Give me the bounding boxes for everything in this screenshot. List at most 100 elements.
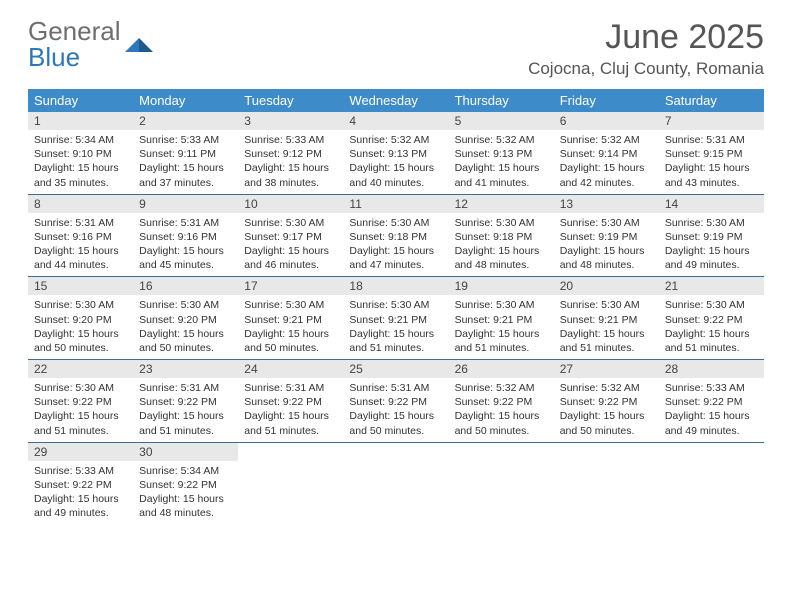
day-number: 11 [343, 195, 448, 213]
calendar-cell: 21Sunrise: 5:30 AMSunset: 9:22 PMDayligh… [659, 277, 764, 360]
day-details: Sunrise: 5:30 AMSunset: 9:18 PMDaylight:… [343, 213, 448, 277]
calendar-cell: 5Sunrise: 5:32 AMSunset: 9:13 PMDaylight… [449, 112, 554, 194]
calendar-cell: 16Sunrise: 5:30 AMSunset: 9:20 PMDayligh… [133, 277, 238, 360]
day-details: Sunrise: 5:31 AMSunset: 9:16 PMDaylight:… [28, 213, 133, 277]
calendar-cell: 8Sunrise: 5:31 AMSunset: 9:16 PMDaylight… [28, 194, 133, 277]
day-number: 13 [554, 195, 659, 213]
day-details: Sunrise: 5:30 AMSunset: 9:19 PMDaylight:… [659, 213, 764, 277]
day-number: 20 [554, 277, 659, 295]
day-number: 23 [133, 360, 238, 378]
calendar-cell: 30Sunrise: 5:34 AMSunset: 9:22 PMDayligh… [133, 442, 238, 524]
calendar-cell: 13Sunrise: 5:30 AMSunset: 9:19 PMDayligh… [554, 194, 659, 277]
weekday-header: Tuesday [238, 89, 343, 112]
day-number: 7 [659, 112, 764, 130]
day-number: 4 [343, 112, 448, 130]
day-number: 25 [343, 360, 448, 378]
day-details: Sunrise: 5:30 AMSunset: 9:22 PMDaylight:… [28, 378, 133, 442]
day-details: Sunrise: 5:31 AMSunset: 9:22 PMDaylight:… [238, 378, 343, 442]
day-number: 24 [238, 360, 343, 378]
day-details: Sunrise: 5:31 AMSunset: 9:22 PMDaylight:… [133, 378, 238, 442]
calendar-row: 22Sunrise: 5:30 AMSunset: 9:22 PMDayligh… [28, 360, 764, 443]
calendar-cell: 22Sunrise: 5:30 AMSunset: 9:22 PMDayligh… [28, 360, 133, 443]
calendar-cell: 1Sunrise: 5:34 AMSunset: 9:10 PMDaylight… [28, 112, 133, 194]
calendar-row: 15Sunrise: 5:30 AMSunset: 9:20 PMDayligh… [28, 277, 764, 360]
calendar-cell [343, 442, 448, 524]
calendar-cell: 27Sunrise: 5:32 AMSunset: 9:22 PMDayligh… [554, 360, 659, 443]
day-details: Sunrise: 5:30 AMSunset: 9:20 PMDaylight:… [28, 295, 133, 359]
calendar-cell [659, 442, 764, 524]
day-details: Sunrise: 5:34 AMSunset: 9:22 PMDaylight:… [133, 461, 238, 525]
day-details: Sunrise: 5:30 AMSunset: 9:21 PMDaylight:… [238, 295, 343, 359]
weekday-header: Friday [554, 89, 659, 112]
day-number: 12 [449, 195, 554, 213]
calendar-cell [554, 442, 659, 524]
header: General Blue June 2025 Cojocna, Cluj Cou… [28, 18, 764, 79]
calendar-cell: 17Sunrise: 5:30 AMSunset: 9:21 PMDayligh… [238, 277, 343, 360]
day-number: 3 [238, 112, 343, 130]
day-details: Sunrise: 5:30 AMSunset: 9:17 PMDaylight:… [238, 213, 343, 277]
logo: General Blue [28, 18, 153, 70]
calendar-cell: 15Sunrise: 5:30 AMSunset: 9:20 PMDayligh… [28, 277, 133, 360]
calendar-cell: 4Sunrise: 5:32 AMSunset: 9:13 PMDaylight… [343, 112, 448, 194]
day-number: 15 [28, 277, 133, 295]
day-details: Sunrise: 5:31 AMSunset: 9:15 PMDaylight:… [659, 130, 764, 194]
day-number: 22 [28, 360, 133, 378]
calendar-cell: 14Sunrise: 5:30 AMSunset: 9:19 PMDayligh… [659, 194, 764, 277]
day-number: 27 [554, 360, 659, 378]
logo-triangle-icon [125, 34, 153, 54]
calendar-cell: 7Sunrise: 5:31 AMSunset: 9:15 PMDaylight… [659, 112, 764, 194]
weekday-header: Wednesday [343, 89, 448, 112]
day-details: Sunrise: 5:33 AMSunset: 9:12 PMDaylight:… [238, 130, 343, 194]
calendar-cell: 28Sunrise: 5:33 AMSunset: 9:22 PMDayligh… [659, 360, 764, 443]
day-details: Sunrise: 5:30 AMSunset: 9:21 PMDaylight:… [554, 295, 659, 359]
day-details: Sunrise: 5:31 AMSunset: 9:22 PMDaylight:… [343, 378, 448, 442]
day-details: Sunrise: 5:33 AMSunset: 9:11 PMDaylight:… [133, 130, 238, 194]
day-details: Sunrise: 5:32 AMSunset: 9:22 PMDaylight:… [449, 378, 554, 442]
day-number: 10 [238, 195, 343, 213]
day-details: Sunrise: 5:32 AMSunset: 9:13 PMDaylight:… [343, 130, 448, 194]
day-number: 19 [449, 277, 554, 295]
day-details: Sunrise: 5:34 AMSunset: 9:10 PMDaylight:… [28, 130, 133, 194]
day-number: 18 [343, 277, 448, 295]
title-block: June 2025 Cojocna, Cluj County, Romania [528, 18, 764, 79]
day-number: 30 [133, 443, 238, 461]
calendar-head: SundayMondayTuesdayWednesdayThursdayFrid… [28, 89, 764, 112]
day-details: Sunrise: 5:30 AMSunset: 9:22 PMDaylight:… [659, 295, 764, 359]
calendar-cell: 25Sunrise: 5:31 AMSunset: 9:22 PMDayligh… [343, 360, 448, 443]
day-number: 16 [133, 277, 238, 295]
calendar-cell: 3Sunrise: 5:33 AMSunset: 9:12 PMDaylight… [238, 112, 343, 194]
day-number: 21 [659, 277, 764, 295]
calendar-cell: 29Sunrise: 5:33 AMSunset: 9:22 PMDayligh… [28, 442, 133, 524]
day-details: Sunrise: 5:30 AMSunset: 9:19 PMDaylight:… [554, 213, 659, 277]
day-number: 6 [554, 112, 659, 130]
calendar-cell: 18Sunrise: 5:30 AMSunset: 9:21 PMDayligh… [343, 277, 448, 360]
logo-text: General Blue [28, 18, 121, 70]
calendar-body: 1Sunrise: 5:34 AMSunset: 9:10 PMDaylight… [28, 112, 764, 524]
location-text: Cojocna, Cluj County, Romania [528, 59, 764, 79]
day-number: 17 [238, 277, 343, 295]
weekday-header: Monday [133, 89, 238, 112]
day-number: 14 [659, 195, 764, 213]
day-details: Sunrise: 5:30 AMSunset: 9:18 PMDaylight:… [449, 213, 554, 277]
calendar-cell: 11Sunrise: 5:30 AMSunset: 9:18 PMDayligh… [343, 194, 448, 277]
calendar-cell: 9Sunrise: 5:31 AMSunset: 9:16 PMDaylight… [133, 194, 238, 277]
calendar-cell: 19Sunrise: 5:30 AMSunset: 9:21 PMDayligh… [449, 277, 554, 360]
day-number: 5 [449, 112, 554, 130]
day-details: Sunrise: 5:30 AMSunset: 9:21 PMDaylight:… [343, 295, 448, 359]
calendar-cell: 24Sunrise: 5:31 AMSunset: 9:22 PMDayligh… [238, 360, 343, 443]
page-title: June 2025 [528, 18, 764, 57]
day-details: Sunrise: 5:32 AMSunset: 9:22 PMDaylight:… [554, 378, 659, 442]
day-details: Sunrise: 5:33 AMSunset: 9:22 PMDaylight:… [28, 461, 133, 525]
calendar-cell: 12Sunrise: 5:30 AMSunset: 9:18 PMDayligh… [449, 194, 554, 277]
weekday-header: Saturday [659, 89, 764, 112]
day-details: Sunrise: 5:30 AMSunset: 9:21 PMDaylight:… [449, 295, 554, 359]
calendar-cell: 20Sunrise: 5:30 AMSunset: 9:21 PMDayligh… [554, 277, 659, 360]
calendar-cell: 23Sunrise: 5:31 AMSunset: 9:22 PMDayligh… [133, 360, 238, 443]
weekday-header: Thursday [449, 89, 554, 112]
weekday-header: Sunday [28, 89, 133, 112]
calendar-cell: 6Sunrise: 5:32 AMSunset: 9:14 PMDaylight… [554, 112, 659, 194]
calendar-cell: 26Sunrise: 5:32 AMSunset: 9:22 PMDayligh… [449, 360, 554, 443]
day-number: 26 [449, 360, 554, 378]
calendar-table: SundayMondayTuesdayWednesdayThursdayFrid… [28, 89, 764, 524]
logo-word-blue: Blue [28, 42, 80, 72]
